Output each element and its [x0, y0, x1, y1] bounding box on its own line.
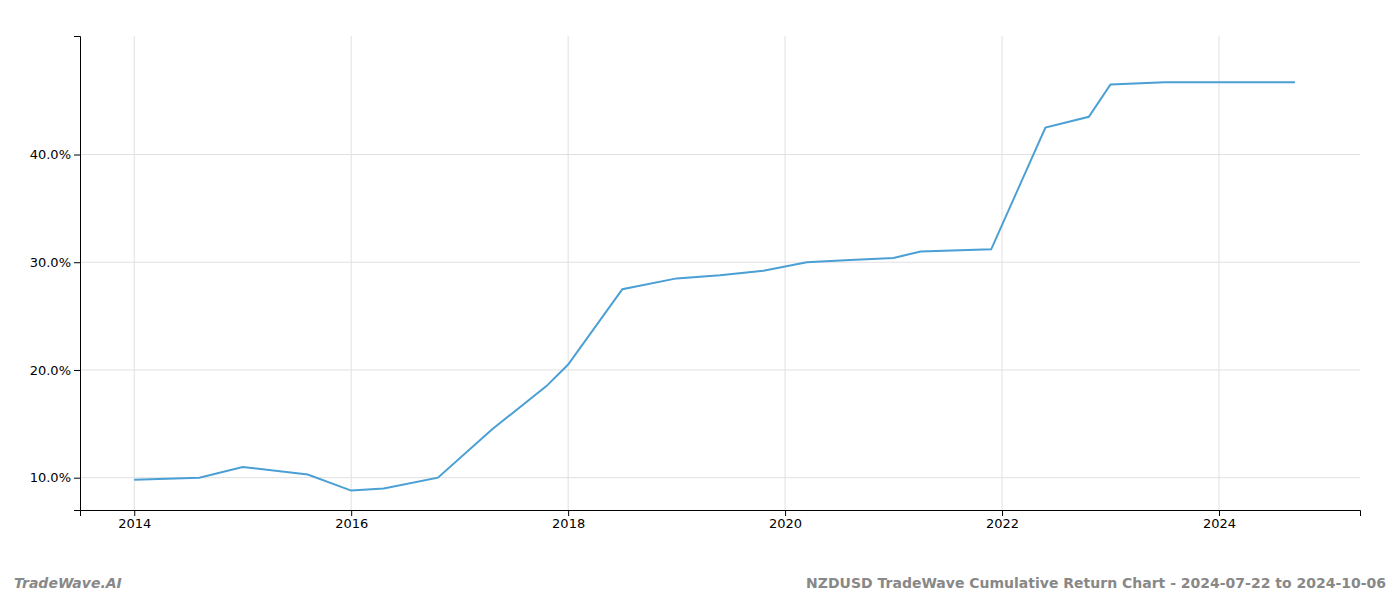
- x-axis: 2014 2016 2018 2020 2022 2024: [81, 510, 1361, 531]
- tick-mark: [74, 155, 80, 156]
- y-tick: 30.0%: [30, 255, 80, 270]
- grid-line: [80, 369, 1360, 370]
- grid: [80, 36, 1360, 510]
- grid-line: [351, 36, 352, 510]
- grid-line: [80, 477, 1360, 478]
- tick-mark: [1219, 510, 1220, 516]
- tick-label: 2022: [986, 516, 1019, 531]
- y-axis: 10.0% 20.0% 30.0% 40.0%: [30, 37, 81, 511]
- x-tick: 2018: [552, 510, 585, 531]
- tick-label: 30.0%: [30, 255, 71, 270]
- tick-mark: [1002, 510, 1003, 516]
- title: NZDUSD TradeWave Cumulative Return Chart…: [806, 575, 1386, 591]
- plot-area: 2014 2016 2018 2020 2022 2024 10.0% 20.0% 30.0% 4…: [30, 36, 1361, 531]
- x-tick: 2024: [1203, 510, 1236, 531]
- x-tick: 2016: [335, 510, 368, 531]
- tick-label: 2020: [769, 516, 802, 531]
- grid-line: [134, 36, 135, 510]
- axis-line: [81, 511, 1361, 517]
- grid-line: [1002, 36, 1003, 510]
- tick-label: 2016: [335, 516, 368, 531]
- y-tick: 40.0%: [30, 147, 80, 162]
- tick-mark: [568, 510, 569, 516]
- tick-mark: [351, 510, 352, 516]
- chart: 2014 2016 2018 2020 2022 2024 10.0% 20.0% 30.0% 4…: [0, 0, 1400, 600]
- y-tick: 20.0%: [30, 363, 80, 378]
- tick-label: 10.0%: [30, 470, 71, 485]
- series: [134, 82, 1295, 490]
- grid-line: [785, 36, 786, 510]
- x-tick: 2014: [118, 510, 151, 531]
- tick-mark: [74, 262, 80, 263]
- grid-line: [80, 154, 1360, 155]
- axis-line: [74, 37, 81, 511]
- tick-label: 2014: [118, 516, 151, 531]
- watermark: TradeWave.AI: [14, 575, 122, 591]
- tick-label: 2018: [552, 516, 585, 531]
- x-tick: 2020: [769, 510, 802, 531]
- line: [134, 82, 1295, 490]
- captions: TradeWave.AI NZDUSD TradeWave Cumulative …: [14, 575, 1386, 591]
- tick-mark: [134, 510, 135, 516]
- tick-label: 20.0%: [30, 363, 71, 378]
- y-tick: 10.0%: [30, 470, 80, 485]
- grid-line: [1218, 36, 1219, 510]
- tick-mark: [74, 370, 80, 371]
- tick-mark: [74, 478, 80, 479]
- tick-label: 2024: [1203, 516, 1236, 531]
- grid-line: [568, 36, 569, 510]
- tick-label: 40.0%: [30, 147, 71, 162]
- tick-mark: [785, 510, 786, 516]
- x-tick: 2022: [986, 510, 1019, 531]
- grid-line: [80, 262, 1360, 263]
